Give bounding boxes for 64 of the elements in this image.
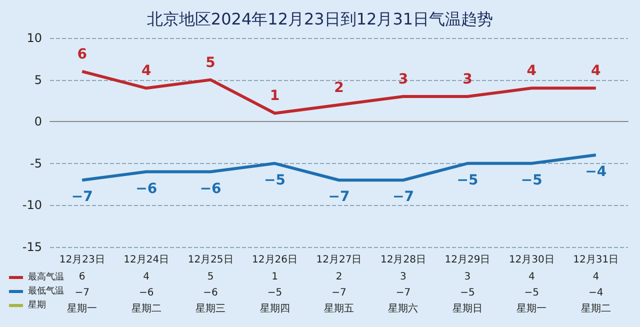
- data-label: 4: [592, 272, 600, 282]
- annotation: −5: [456, 172, 478, 188]
- x-tick-label: 12月28日: [380, 254, 426, 266]
- annotation: −6: [136, 180, 158, 197]
- x-tick-label: 12月27日: [316, 254, 362, 266]
- data-label: 3: [464, 272, 471, 282]
- x-tick-label: 12月25日: [188, 254, 234, 266]
- data-label: −7: [74, 288, 90, 298]
- data-label: 2: [336, 272, 342, 282]
- annotation: 3: [462, 72, 472, 88]
- y-tick-label: -15: [22, 240, 42, 254]
- annotation: 6: [77, 46, 87, 62]
- annotation: −4: [585, 164, 607, 180]
- y-tick-label: -10: [22, 198, 42, 212]
- legend-label: 最低气温: [28, 286, 64, 296]
- x-tick-label: 12月31日: [573, 254, 619, 266]
- annotation: −6: [200, 180, 222, 197]
- data-label: 6: [78, 272, 86, 282]
- legend-label: 最高气温: [28, 272, 64, 282]
- text: 星期日: [452, 304, 482, 314]
- annotation: 4: [591, 63, 602, 80]
- data-label: −7: [332, 288, 346, 298]
- data-label: −7: [396, 288, 411, 298]
- x-tick-label: 12月26日: [252, 254, 298, 266]
- data-label: 5: [207, 272, 214, 282]
- annotation: −7: [328, 189, 350, 206]
- text: 星期四: [260, 304, 290, 314]
- annotation: 2: [334, 80, 344, 96]
- text: 星期一: [516, 304, 547, 314]
- data-label: −4: [588, 288, 604, 298]
- data-label: 4: [143, 272, 150, 282]
- x-tick-label: 12月29日: [444, 254, 490, 266]
- y-tick-label: 5: [34, 72, 42, 87]
- annotation: −5: [520, 172, 542, 188]
- data-label: −6: [138, 288, 154, 298]
- annotation: 3: [398, 72, 408, 88]
- annotation: −5: [264, 172, 286, 188]
- text: 星期五: [324, 304, 354, 314]
- data-label: −5: [524, 288, 540, 298]
- annotation: 4: [526, 63, 537, 80]
- text: 星期二: [131, 304, 162, 314]
- data-label: 4: [528, 272, 535, 282]
- text: 星期二: [580, 304, 611, 314]
- y-tick-label: 0: [34, 114, 42, 129]
- annotation: −7: [71, 189, 93, 206]
- x-tick-label: 12月30日: [508, 254, 554, 266]
- legend-label: 星期: [28, 300, 46, 310]
- text: 星期六: [388, 304, 418, 314]
- y-tick-label: -5: [30, 156, 42, 170]
- data-label: 1: [272, 272, 278, 282]
- text: 星期一: [67, 304, 98, 314]
- annotation: 1: [270, 88, 280, 104]
- x-tick-label: 12月23日: [59, 254, 105, 266]
- x-tick-label: 12月24日: [124, 254, 170, 266]
- data-label: 3: [400, 272, 406, 282]
- annotation: −7: [392, 189, 414, 206]
- chart-title: 北京地区2024年12月23日到12月31日气温趋势: [146, 10, 494, 28]
- y-tick-label: 10: [26, 31, 42, 45]
- data-label: −5: [267, 288, 282, 298]
- data-label: −6: [203, 288, 218, 298]
- annotation: 5: [206, 54, 216, 71]
- data-label: −5: [460, 288, 475, 298]
- annotation: 4: [141, 63, 152, 80]
- text: 星期三: [196, 304, 226, 314]
